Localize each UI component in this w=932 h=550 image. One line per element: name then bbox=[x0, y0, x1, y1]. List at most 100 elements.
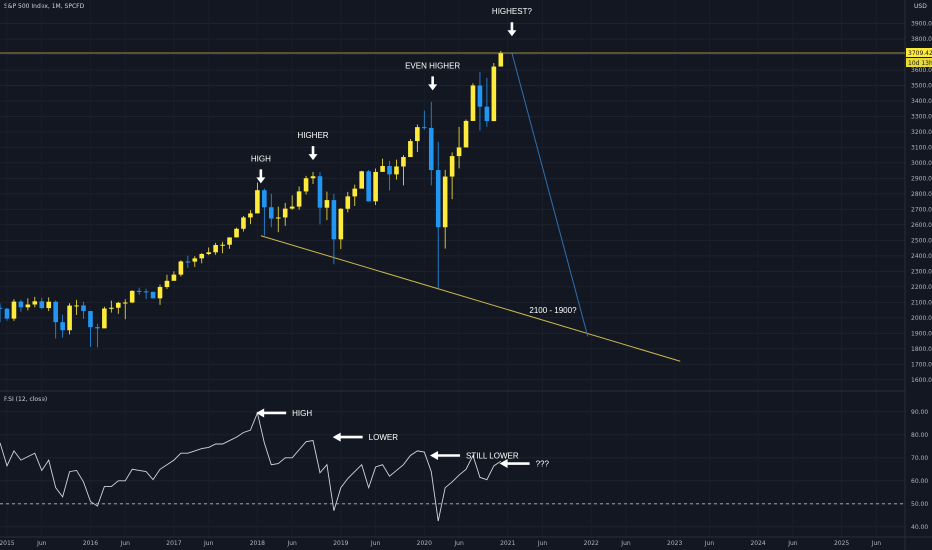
annotation-label: HIGH bbox=[251, 154, 271, 163]
candle-down bbox=[0, 303, 3, 323]
candle-up bbox=[449, 152, 455, 200]
candle-body bbox=[282, 208, 288, 218]
candle-body bbox=[275, 217, 281, 219]
left-arrow-icon bbox=[430, 451, 461, 460]
price-tick-label: 1600.00 bbox=[911, 377, 932, 384]
candle-body bbox=[289, 206, 295, 209]
candle-body bbox=[234, 228, 239, 238]
candle-body bbox=[477, 85, 483, 107]
annotation-layer[interactable]: HIGH HIGHER EVEN HIGHER HIGHEST? 2100 - 1900… bbox=[251, 7, 577, 468]
candle-body bbox=[401, 157, 406, 167]
candle-body bbox=[150, 291, 156, 299]
candle-body bbox=[241, 217, 246, 229]
candle-body bbox=[60, 322, 65, 331]
candle-body bbox=[199, 254, 205, 259]
candle-body bbox=[498, 53, 504, 67]
candle-body bbox=[206, 252, 211, 255]
candle-body bbox=[317, 176, 323, 208]
candle-down bbox=[95, 323, 100, 348]
candle-up bbox=[470, 83, 476, 121]
time-tick-label: 2021 bbox=[500, 540, 515, 547]
price-tick-label: 1800.00 bbox=[911, 346, 932, 353]
price-annotation[interactable]: HIGHEST? bbox=[492, 7, 533, 37]
candle-down bbox=[53, 300, 58, 339]
candle-down bbox=[136, 287, 142, 295]
rsi-annotation[interactable]: ??? bbox=[499, 459, 550, 469]
candle-body bbox=[345, 196, 351, 209]
price-tick-label: 2100.00 bbox=[911, 299, 932, 306]
support-trendline[interactable] bbox=[260, 235, 681, 362]
time-tick-label: 2015 bbox=[0, 540, 15, 547]
annotation-label: STILL LOWER bbox=[466, 452, 519, 461]
candle-body bbox=[185, 261, 191, 263]
candle-body bbox=[11, 301, 17, 319]
candle-body bbox=[366, 171, 371, 202]
time-tick-label: Jun bbox=[620, 540, 631, 547]
candle-up bbox=[442, 169, 448, 249]
time-axis[interactable]: 2015 Jun 2016 Jun 2017 Jun 2018 Jun 2019 Jun 2020 J… bbox=[0, 540, 881, 547]
annotation-label: HIGHER bbox=[297, 131, 328, 140]
candle-body bbox=[491, 66, 497, 122]
candle-up bbox=[115, 301, 121, 314]
candle-body bbox=[373, 171, 378, 202]
candle-up bbox=[415, 124, 420, 153]
candle-up bbox=[359, 170, 365, 189]
candle-down bbox=[428, 101, 434, 186]
candle-up bbox=[491, 62, 497, 122]
candle-body bbox=[268, 207, 274, 219]
candle-body bbox=[192, 258, 198, 262]
candle-body bbox=[102, 308, 107, 329]
rsi-annotation[interactable]: STILL LOWER bbox=[430, 451, 519, 461]
candle-body bbox=[143, 291, 149, 293]
candle-up bbox=[129, 290, 135, 304]
time-tick-label: Jun bbox=[36, 540, 47, 547]
price-annotation[interactable]: HIGH bbox=[251, 154, 271, 184]
time-tick-label: 2019 bbox=[333, 540, 348, 547]
candle-body bbox=[95, 327, 100, 329]
candle-down bbox=[4, 307, 10, 321]
price-tick-label: 1700.00 bbox=[911, 361, 932, 368]
rsi-axis[interactable]: 40.00 50.00 60.00 70.00 80.00 90.00 bbox=[911, 409, 928, 531]
candle-up bbox=[394, 159, 399, 180]
candle-up bbox=[164, 274, 170, 289]
candle-up bbox=[234, 227, 239, 238]
trendline-layer[interactable] bbox=[260, 52, 681, 362]
price-annotation[interactable]: 2100 - 1900? bbox=[529, 306, 577, 315]
price-tick-label: 2600.00 bbox=[911, 222, 932, 229]
candle-body bbox=[53, 301, 58, 323]
price-axis[interactable]: 1600.00 1700.00 1800.00 1900.00 2000.00 2100.… bbox=[911, 20, 932, 383]
rsi-annotation[interactable]: HIGH bbox=[256, 408, 312, 418]
candle-up bbox=[373, 168, 378, 206]
candle-body bbox=[338, 208, 344, 240]
candle-body bbox=[394, 166, 399, 175]
candle-body bbox=[359, 171, 365, 189]
rsi-annotation[interactable]: LOWER bbox=[332, 432, 399, 443]
candle-up bbox=[102, 306, 107, 329]
candle-body bbox=[303, 178, 309, 192]
annotation-label: HIGH bbox=[292, 409, 312, 418]
candle-up bbox=[178, 260, 184, 277]
candle-up bbox=[213, 242, 218, 255]
price-annotation[interactable]: HIGHER bbox=[297, 131, 329, 161]
projection-trendline[interactable] bbox=[511, 52, 589, 337]
candle-body bbox=[255, 190, 260, 214]
rsi-tick-label: 40.00 bbox=[911, 524, 928, 531]
price-tick-label: 2300.00 bbox=[911, 268, 932, 275]
last-price-label: 3709.42 10d 13h bbox=[0, 48, 932, 68]
candle-body bbox=[310, 176, 316, 179]
currency-label: USD bbox=[914, 3, 927, 10]
candle-up bbox=[109, 300, 114, 313]
price-annotation[interactable]: EVEN HIGHER bbox=[405, 61, 460, 91]
left-arrow-icon bbox=[499, 459, 530, 469]
candle-up bbox=[199, 253, 205, 264]
annotation-label: HIGHEST? bbox=[492, 7, 533, 16]
candle-down bbox=[387, 160, 392, 191]
candle-up bbox=[157, 284, 163, 305]
candle-up bbox=[67, 303, 72, 335]
candle-body bbox=[387, 166, 392, 175]
price-tick-label: 3100.00 bbox=[911, 144, 932, 151]
candle-up bbox=[338, 208, 344, 250]
candle-up bbox=[192, 256, 198, 267]
down-arrow-icon bbox=[507, 22, 517, 37]
